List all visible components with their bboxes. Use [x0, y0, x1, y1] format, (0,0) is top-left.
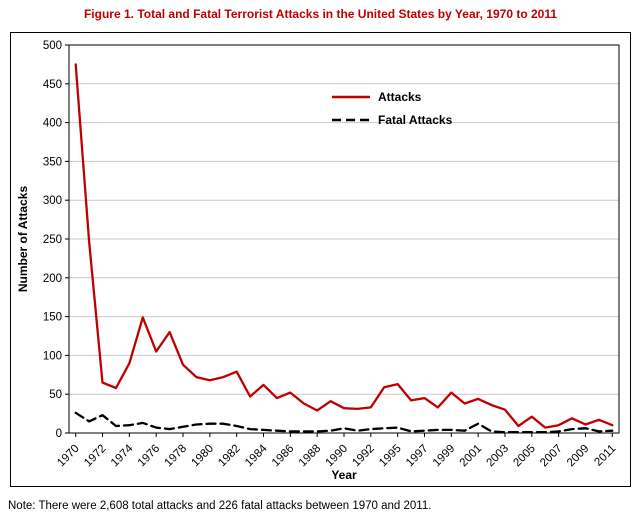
x-tick-label: 1982 — [216, 443, 243, 470]
figure-title: Figure 1. Total and Fatal Terrorist Atta… — [83, 7, 558, 21]
y-tick-label: 150 — [43, 312, 62, 324]
y-tick-label: 450 — [43, 79, 62, 91]
x-tick-label: 1988 — [297, 443, 324, 470]
x-axis-title: Year — [331, 468, 357, 482]
y-tick-label: 300 — [43, 195, 62, 207]
chart-frame: 0 50 100 150 200 250 300 350 400 450 500 1970 1972 19… — [10, 32, 631, 487]
y-tick-label: 50 — [49, 389, 62, 401]
y-tick-label: 250 — [43, 234, 62, 246]
x-tick-label: 1980 — [189, 443, 216, 470]
y-tick-label: 350 — [43, 156, 62, 168]
y-tick-label: 500 — [43, 40, 62, 52]
legend: Attacks Fatal Attacks — [332, 90, 453, 127]
legend-label-attacks: Attacks — [378, 90, 422, 104]
x-tick-label: 1984 — [243, 442, 270, 469]
x-tick-label: 2001 — [458, 443, 485, 470]
y-tick-label: 100 — [43, 350, 62, 362]
x-tick-label: 1995 — [377, 443, 404, 470]
x-tick-label: 2011 — [592, 443, 618, 469]
x-tick-label: 2003 — [485, 443, 512, 470]
x-tick-label: 1978 — [163, 443, 190, 470]
x-tick-label: 1986 — [270, 443, 297, 470]
attacks-line — [74, 63, 614, 429]
x-tick-label: 1972 — [82, 443, 109, 470]
x-tick-label: 2009 — [565, 443, 592, 470]
x-tick-label: 1976 — [136, 443, 163, 470]
x-tick-label: 1970 — [55, 443, 82, 470]
y-tick-label: 200 — [43, 273, 62, 285]
x-tick-label: 1992 — [350, 443, 377, 470]
legend-label-fatal-attacks: Fatal Attacks — [378, 113, 453, 127]
fatal-attacks-line — [74, 411, 614, 434]
x-tick-label: 1997 — [404, 443, 431, 470]
x-tick-label: 2005 — [511, 443, 538, 470]
y-tick-label: 0 — [56, 428, 62, 440]
x-tick-label: 1990 — [324, 443, 351, 470]
figure-note: Note: There were 2,608 total attacks and… — [8, 500, 432, 512]
x-tick-label: 2007 — [538, 443, 565, 470]
y-axis-title: Number of Attacks — [16, 186, 30, 293]
x-tick-label: 1999 — [431, 443, 458, 470]
x-tick-label: 1974 — [109, 442, 136, 469]
y-tick-label: 400 — [43, 118, 62, 130]
